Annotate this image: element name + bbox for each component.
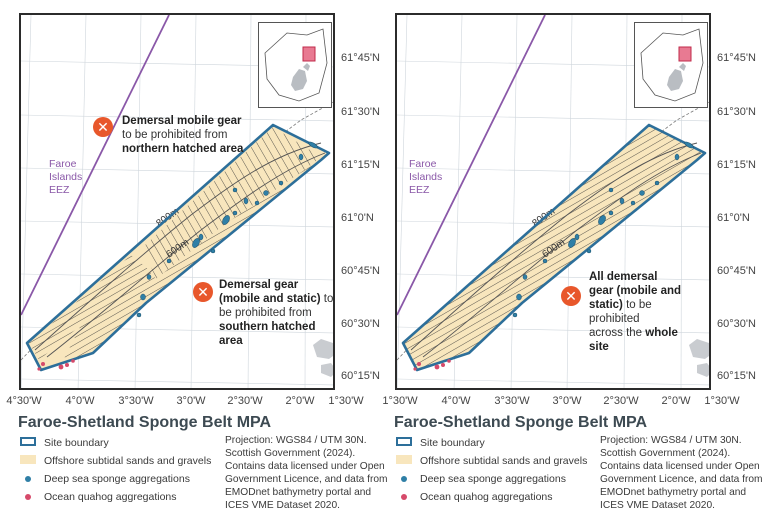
latitude-label: 61°15'N <box>717 159 756 171</box>
legend-swatch <box>401 476 407 482</box>
latitude-label: 60°30'N <box>717 318 756 330</box>
latitude-label: 61°30'N <box>717 106 756 118</box>
sponge-aggregations <box>512 141 694 318</box>
legend-item-quahog: Ocean quahog aggregations <box>394 490 594 506</box>
longitude-label: 4°30'W <box>6 395 42 407</box>
locator-inset-map <box>634 22 708 108</box>
map-legend: Site boundary Offshore subtidal sands an… <box>394 436 594 508</box>
longitude-label: 1°30'W <box>704 395 740 407</box>
map-canvas: 800m 600m <box>21 15 333 388</box>
legend-item-sands-gravels: Offshore subtidal sands and gravels <box>18 454 218 470</box>
eez-label: Faroe Islands EEZ <box>49 158 83 196</box>
legend-item-quahog: Ocean quahog aggregations <box>18 490 218 506</box>
legend-swatch <box>20 437 36 446</box>
latitude-label: 60°30'N <box>341 318 380 330</box>
legend-swatch <box>20 455 36 464</box>
callout-northern: Demersal mobile gear to be prohibited fr… <box>122 115 244 155</box>
site-boundary <box>25 123 331 372</box>
locator-inset-map <box>258 22 332 108</box>
longitude-label: 1°30'W <box>382 395 418 407</box>
map-canvas: 800m 600m <box>397 15 709 388</box>
contour-800m <box>34 142 322 351</box>
latitude-label: 61°45'N <box>717 52 756 64</box>
eez-boundary-line <box>397 15 546 316</box>
longitude-label: 2°30'W <box>227 395 263 407</box>
map-title: Faroe-Shetland Sponge Belt MPA <box>18 414 272 431</box>
latitude-label: 61°30'N <box>341 106 380 118</box>
projection-credits: Projection: WGS84 / UTM 30N. Scottish Gov… <box>600 435 763 511</box>
contour-800m <box>410 142 698 351</box>
legend-item-sands-gravels: Offshore subtidal sands and gravels <box>394 454 594 470</box>
quahog-aggregations <box>37 359 75 371</box>
longitude-label: 2°30'W <box>603 395 639 407</box>
map-frame: 800m 600m <box>19 13 335 390</box>
legend-item-site-boundary: Site boundary <box>18 436 218 452</box>
longitude-label: 4°0'W <box>441 395 471 407</box>
latitude-label: 60°15'N <box>717 370 756 382</box>
southern-hatched-area-2 <box>61 160 321 365</box>
longitude-label: 3°30'W <box>118 395 154 407</box>
sponge-aggregations <box>136 141 318 318</box>
quahog-aggregations <box>413 359 451 371</box>
longitude-label: 1°30'W <box>328 395 364 407</box>
latitude-label: 61°0'N <box>717 212 750 224</box>
latitude-label: 61°15'N <box>341 159 380 171</box>
map-frame: 800m 600m <box>395 13 711 390</box>
legend-swatch <box>25 476 31 482</box>
longitude-label: 3°30'W <box>494 395 530 407</box>
latitude-label: 60°45'N <box>341 265 380 277</box>
map-panel-left: 800m 600m <box>0 0 388 525</box>
longitude-label: 3°0'W <box>176 395 206 407</box>
legend-item-sponge: Deep sea sponge aggregations <box>18 472 218 488</box>
map-title: Faroe-Shetland Sponge Belt MPA <box>394 414 648 431</box>
whole-site-hatched-area <box>403 125 705 370</box>
callout-southern: Demersal gear (mobile and static) to be … <box>219 279 334 347</box>
legend-swatch <box>25 494 31 500</box>
eez-label: Faroe Islands EEZ <box>409 158 443 196</box>
longitude-label: 3°0'W <box>552 395 582 407</box>
longitude-label: 4°0'W <box>65 395 95 407</box>
latitude-label: 60°15'N <box>341 370 380 382</box>
shetland-islands-2 <box>321 363 333 377</box>
legend-item-sponge: Deep sea sponge aggregations <box>394 472 594 488</box>
shetland-islands-2 <box>697 363 709 377</box>
callout-whole-site: All demersal gear (mobile and static) to… <box>589 271 682 353</box>
eez-boundary-line <box>21 15 170 316</box>
legend-swatch <box>396 455 412 464</box>
legend-swatch <box>401 494 407 500</box>
latitude-label: 60°45'N <box>717 265 756 277</box>
close-icon: ✕ <box>93 117 113 137</box>
map-legend: Site boundary Offshore subtidal sands an… <box>18 436 218 508</box>
longitude-label: 2°0'W <box>661 395 691 407</box>
longitude-label: 2°0'W <box>285 395 315 407</box>
site-boundary <box>401 123 707 372</box>
close-icon: ✕ <box>193 282 213 302</box>
shetland-islands <box>689 339 709 359</box>
latitude-label: 61°0'N <box>341 212 374 224</box>
map-panel-right: 800m 600m <box>382 0 771 525</box>
contour-600m <box>422 152 702 358</box>
shetland-islands <box>313 339 333 359</box>
projection-credits: Projection: WGS84 / UTM 30N. Scottish Gov… <box>225 435 388 511</box>
latitude-label: 61°45'N <box>341 52 380 64</box>
legend-item-site-boundary: Site boundary <box>394 436 594 452</box>
legend-swatch <box>396 437 412 446</box>
close-icon: ✕ <box>561 286 581 306</box>
southern-hatched-area <box>29 255 146 360</box>
contour-600m <box>46 152 326 358</box>
